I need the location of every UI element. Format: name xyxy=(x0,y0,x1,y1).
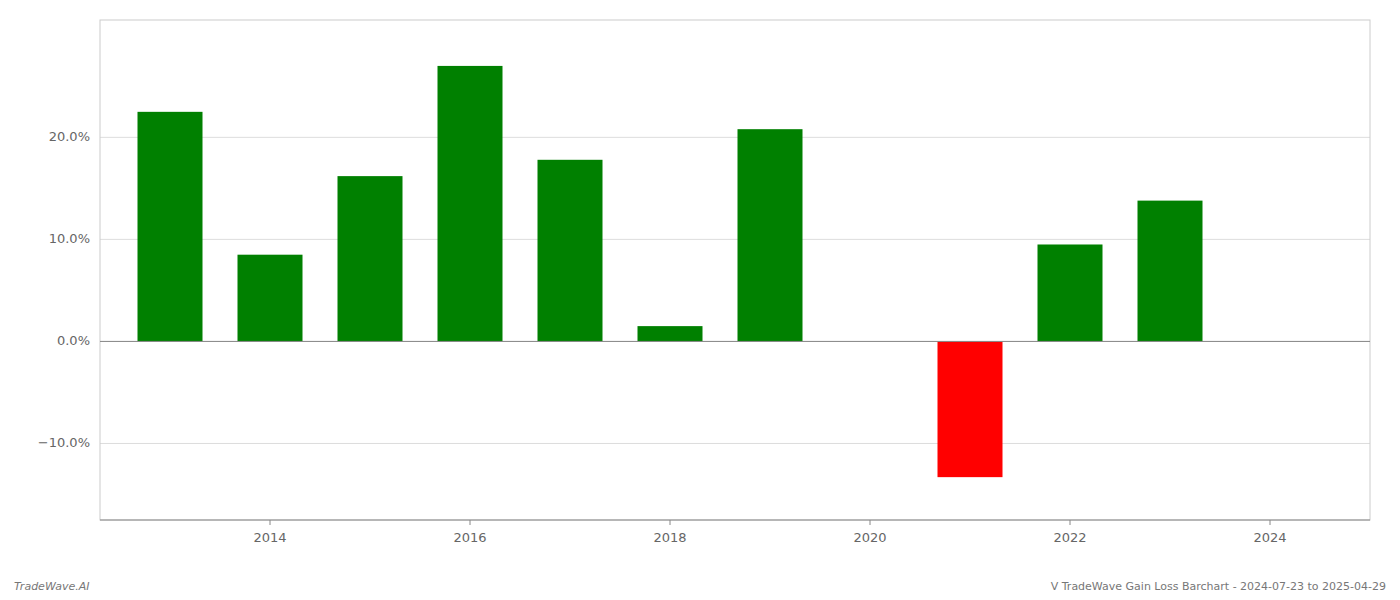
bar xyxy=(438,66,503,342)
bar xyxy=(938,341,1003,477)
x-tick xyxy=(1270,520,1271,525)
x-tick-label: 2020 xyxy=(853,530,886,545)
grid xyxy=(100,137,1370,443)
x-tick-label: 2014 xyxy=(253,530,286,545)
x-tick-label: 2018 xyxy=(653,530,686,545)
background xyxy=(0,0,1400,600)
y-tick-label: −10.0% xyxy=(38,435,90,450)
y-tick-label: 10.0% xyxy=(49,231,90,246)
bar xyxy=(738,129,803,341)
y-tick-label: 20.0% xyxy=(49,129,90,144)
x-tick-label: 2022 xyxy=(1053,530,1086,545)
plot-frame xyxy=(100,20,1370,520)
bar xyxy=(638,326,703,341)
chart: −10.0% 0.0% 10.0% 20.0% 2014 2016 2018 2020 2022… xyxy=(0,0,1400,600)
grid-line xyxy=(100,341,1370,342)
x-tick-label: 2016 xyxy=(453,530,486,545)
grid-line xyxy=(100,443,1370,444)
footer-text: TradeWave.AI xyxy=(14,580,89,593)
zero-line xyxy=(100,341,1370,342)
x-axis-line xyxy=(100,520,1370,521)
grid-line xyxy=(100,137,1370,138)
bar xyxy=(1038,244,1103,341)
footer-text: V TradeWave Gain Loss Barchart - 2024-07… xyxy=(1051,580,1386,593)
bar xyxy=(538,160,603,342)
x-tick-label: 2024 xyxy=(1253,530,1286,545)
x-tick xyxy=(870,520,871,525)
x-axis: 2014 2016 2018 2020 2022 2024 xyxy=(100,520,1370,545)
bar xyxy=(238,255,303,342)
x-tick xyxy=(1070,520,1071,525)
y-axis: −10.0% 0.0% 10.0% 20.0% xyxy=(38,129,90,450)
x-tick xyxy=(270,520,271,525)
bar xyxy=(338,176,403,341)
bar xyxy=(1138,201,1203,342)
bars xyxy=(138,66,1203,477)
x-tick xyxy=(670,520,671,525)
bar xyxy=(138,112,203,342)
y-tick-label: 0.0% xyxy=(57,333,90,348)
x-tick xyxy=(470,520,471,525)
